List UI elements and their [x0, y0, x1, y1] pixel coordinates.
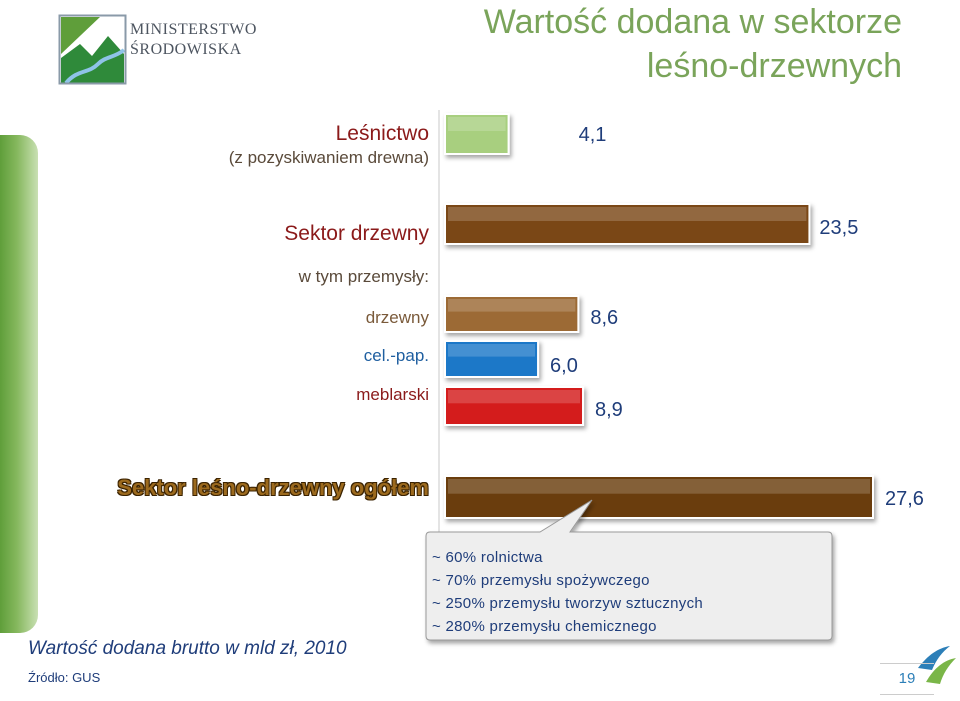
group-label: w tym przemysły: [298, 267, 429, 286]
note-line-3: ~ 250% przemysłu tworzyw sztucznych [432, 595, 704, 612]
bar-sheen-furniture [448, 390, 581, 404]
value-label-wood: 8,6 [590, 307, 618, 329]
value-label-forestry: 4,1 [579, 124, 607, 146]
note-text: ~ 60% rolnictwa ~ 70% przemysłu spożywcz… [432, 546, 703, 638]
note-callout [425, 499, 833, 641]
footer-caption: Wartość dodana brutto w mld zł, 2010 [28, 638, 347, 659]
mountain-logo-icon [58, 14, 127, 85]
note-line-2: ~ 70% przemysłu spożywczego [432, 572, 650, 589]
value-label-furniture: 8,9 [595, 399, 623, 421]
bar-furniture [444, 386, 585, 426]
bar-sheen-forestry [448, 117, 506, 131]
page-title: Wartość dodana w sektorze leśno-drzewnyc… [484, 0, 902, 88]
bar-sheen-wood-sector [448, 207, 807, 221]
bar-sheen-pulp-paper [448, 344, 536, 357]
value-label-pulp-paper: 6,0 [550, 355, 578, 377]
logo-wordmark: MINISTERSTWO ŚRODOWISKA [130, 20, 257, 60]
value-label-wood-sector: 23,5 [819, 217, 858, 239]
title-line-2: leśno-drzewnych [646, 47, 902, 85]
ministry-logo [58, 14, 268, 94]
value-label-total: 27,6 [885, 488, 924, 510]
source-note: Źródło: GUS [28, 670, 101, 685]
swoosh-logo-icon [918, 646, 956, 684]
bar-group [444, 113, 874, 519]
note-line-4: ~ 280% przemysłu chemicznego [432, 618, 657, 635]
bar-total [444, 475, 874, 519]
category-label-wood: drzewny [365, 308, 429, 327]
logo-line-2: ŚRODOWISKA [130, 41, 242, 58]
bar-wood-sector [444, 203, 811, 245]
logo-line-1: MINISTERSTWO [130, 21, 257, 38]
bar-forestry [444, 113, 510, 155]
left-decorative-strip [0, 135, 38, 633]
category-label-wood-sector: Sektor drzewny [284, 222, 429, 245]
note-line-1: ~ 60% rolnictwa [432, 549, 543, 566]
category-label-forestry: Leśnictwo [335, 122, 429, 145]
bar-pulp-paper [444, 340, 540, 378]
category-sublabel-forestry: (z pozyskiwaniem drewna) [228, 148, 429, 167]
category-label-pulp-paper: cel.-pap. [363, 346, 429, 365]
bar-sheen-total [448, 479, 870, 494]
category-label-furniture: meblarski [356, 385, 429, 404]
page-number: 19 [880, 663, 934, 695]
bar-sheen-wood [448, 299, 576, 312]
value-label-group: 4,1 23,5 8,6 6,0 8,9 27,6 [550, 124, 924, 510]
category-label-total: Sektor leśno-drzewny ogółem [117, 475, 429, 500]
bar-wood [444, 295, 580, 333]
title-line-1: Wartość dodana w sektorze [483, 3, 902, 41]
